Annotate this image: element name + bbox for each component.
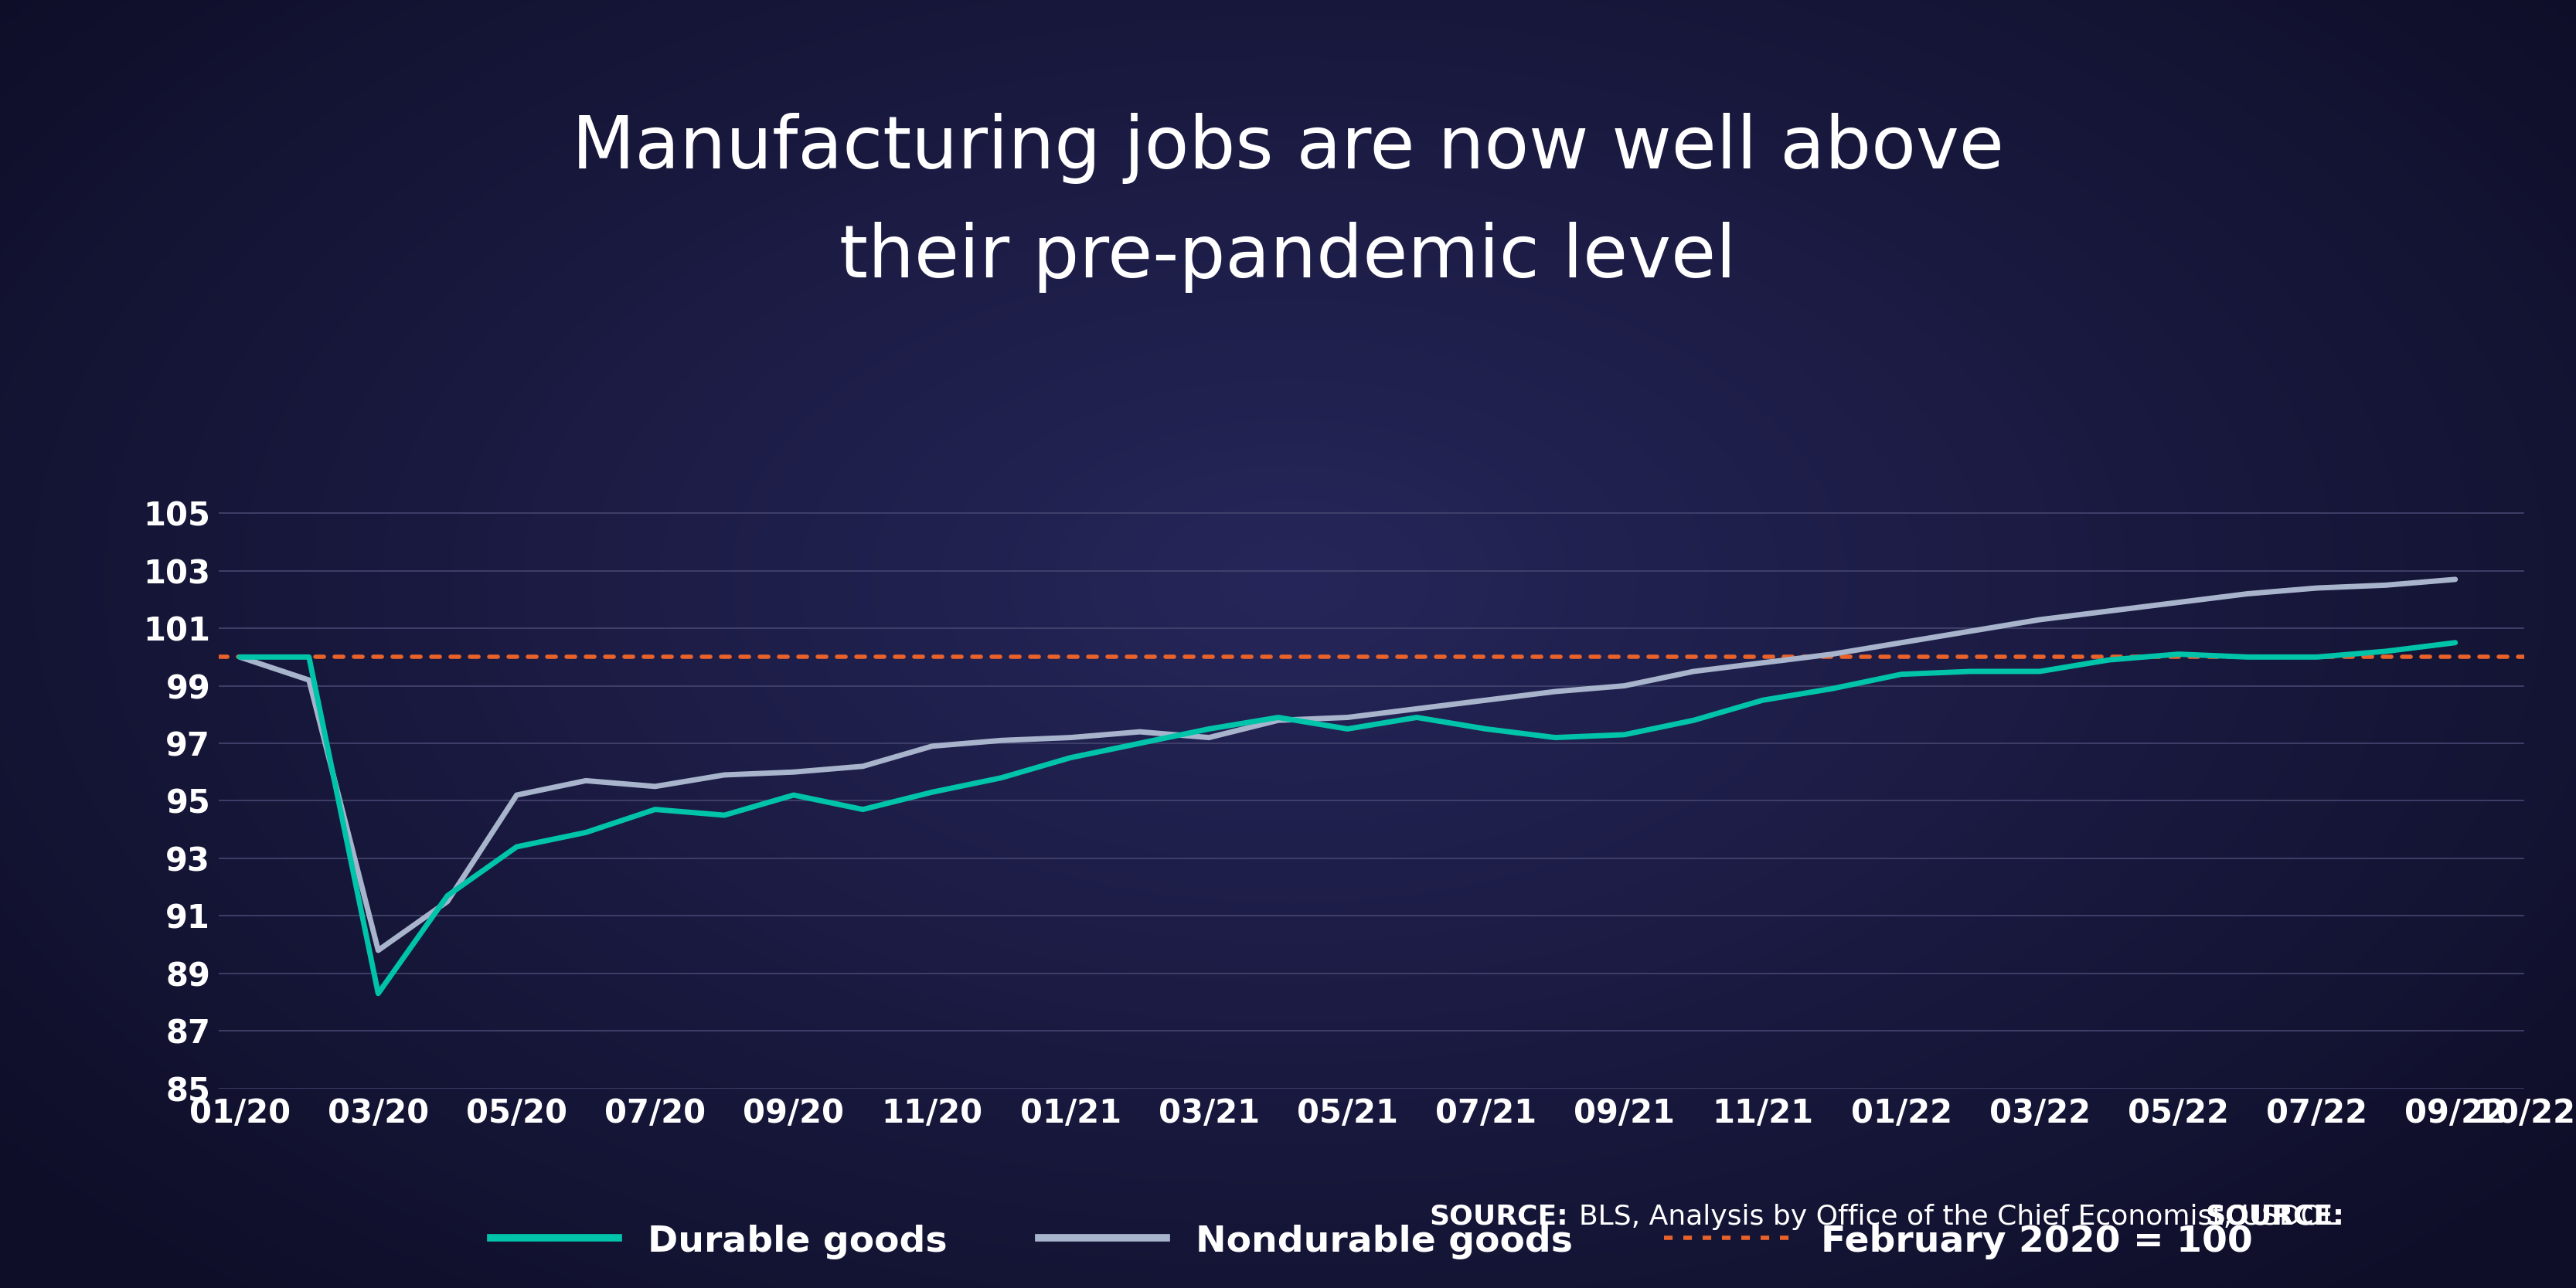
Text: their pre-pandemic level: their pre-pandemic level (840, 222, 1736, 294)
Text: SOURCE:: SOURCE: (2205, 1204, 2344, 1230)
Text: SOURCE:  BLS, Analysis by Office of the Chief Economist, USDOL: SOURCE: BLS, Analysis by Office of the C… (1443, 1204, 2344, 1230)
Legend: Durable goods, Nondurable goods, February 2020 = 100: Durable goods, Nondurable goods, Februar… (477, 1208, 2267, 1274)
Text: SOURCE:: SOURCE: (1430, 1204, 1569, 1230)
Text: BLS, Analysis by Office of the Chief Economist, USDOL: BLS, Analysis by Office of the Chief Eco… (1561, 1204, 2339, 1230)
Text: Manufacturing jobs are now well above: Manufacturing jobs are now well above (572, 112, 2004, 184)
Text: SOURCE:: SOURCE: (2205, 1204, 2344, 1230)
